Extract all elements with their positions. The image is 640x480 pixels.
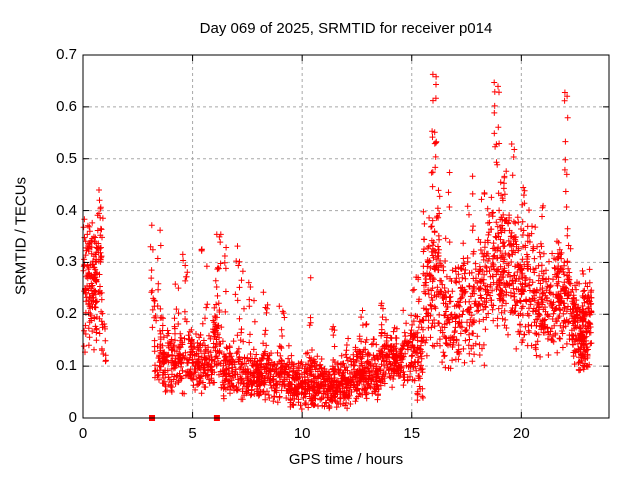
x-axis-label: GPS time / hours (288, 451, 404, 468)
y-tick-label: 0.7 (56, 46, 77, 63)
y-axis-label: SRMTID / TECUs (12, 176, 30, 296)
x-tick-label: 20 (512, 425, 530, 442)
y-tick-label: 0.2 (56, 305, 77, 323)
y-tick-label: 0 (68, 409, 77, 426)
y-tick-label: 0.1 (56, 357, 77, 375)
x-tick-label: 15 (403, 425, 421, 442)
x-tick-label: 5 (188, 425, 197, 442)
x-tick-label: 10 (293, 425, 311, 442)
y-tick-label: 0.4 (56, 201, 77, 219)
y-tick-label: 0.5 (56, 149, 77, 167)
chart-title: Day 069 of 2025, SRMTID for receiver p01… (199, 20, 493, 37)
y-tick-label: 0.6 (56, 97, 77, 115)
y-tick-label: 0.3 (56, 253, 77, 271)
scatter-points (80, 71, 595, 421)
plot-border (82, 54, 610, 419)
x-tick-label: 0 (78, 425, 88, 442)
